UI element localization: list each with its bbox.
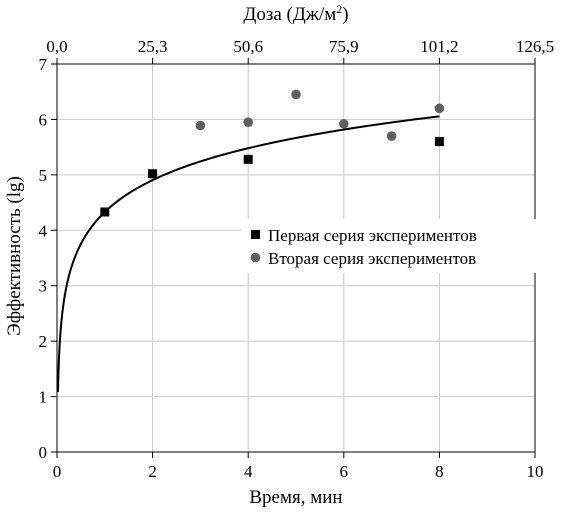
top-axis-title-sup: 2: [336, 2, 342, 16]
data-point-series-2: [291, 89, 301, 100]
data-point-series-2: [195, 120, 206, 131]
data-point-series-1: [100, 207, 110, 217]
x-tick-labels: 0 2 4 6 8 10: [53, 462, 544, 481]
y-tick-label: 2: [39, 332, 48, 351]
data-point-series-2: [243, 117, 253, 127]
y-tick-label: 0: [39, 443, 48, 462]
legend: Первая серия экспериментов Вторая серия …: [241, 219, 557, 273]
data-point-series-1: [434, 137, 444, 147]
x-tick-label: 2: [148, 462, 157, 481]
x-tick-label: 10: [527, 462, 544, 481]
top-tick-label: 101,2: [420, 37, 458, 56]
y-tick-label: 1: [39, 388, 48, 407]
data-point-series-2: [434, 103, 445, 114]
top-tick-label: 126,5: [516, 37, 554, 56]
data-point-series-1: [148, 169, 158, 179]
legend-label-series-1: Первая серия экспериментов: [268, 226, 477, 245]
x-tick-label: 6: [340, 462, 349, 481]
trendline: [56, 115, 440, 392]
top-tick-labels: 0,0 25,3 50,6 75,9 101,2 126,5: [46, 37, 554, 56]
top-axis-title: Доза (Дж/м2): [243, 2, 348, 25]
top-tick-label: 25,3: [138, 37, 168, 56]
legend-background: [241, 219, 557, 273]
y-tick-labels: 0 1 2 3 4 5 6 7: [39, 55, 48, 462]
top-axis-title-end: ): [342, 4, 348, 25]
x-tick-label: 8: [435, 462, 444, 481]
legend-marker-series-2: [250, 252, 261, 263]
tick-marks: [51, 58, 536, 458]
y-tick-label: 7: [39, 55, 48, 74]
top-tick-label: 75,9: [329, 37, 359, 56]
data-point-series-2: [386, 131, 397, 141]
data-point-series-1: [243, 154, 253, 164]
y-tick-label: 4: [39, 221, 48, 240]
y-tick-label: 3: [39, 277, 48, 296]
data-points: [100, 89, 445, 217]
top-axis-title-main: Доза (Дж/м: [243, 4, 336, 25]
legend-label-series-2: Вторая серия экспериментов: [268, 249, 476, 268]
top-tick-label: 50,6: [233, 37, 263, 56]
x-axis-title: Время, мин: [249, 487, 342, 508]
x-tick-label: 4: [244, 462, 253, 481]
data-point-series-2: [339, 119, 349, 129]
top-tick-label: 0,0: [46, 37, 67, 56]
y-tick-label: 5: [39, 166, 48, 185]
legend-marker-series-1: [251, 230, 260, 239]
y-tick-label: 6: [39, 110, 48, 129]
x-tick-label: 0: [53, 462, 62, 481]
y-axis-title: Эффективность (lg): [4, 176, 25, 336]
